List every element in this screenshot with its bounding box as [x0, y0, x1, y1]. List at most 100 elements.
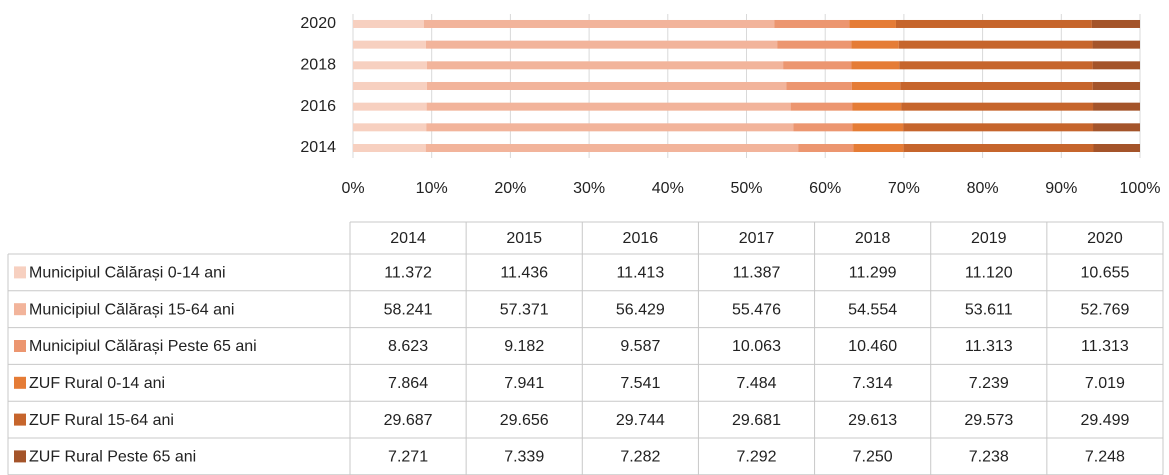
table-cell: 11.413: [616, 265, 664, 282]
legend-swatch: [14, 376, 26, 389]
table-cell: 9.182: [504, 338, 544, 355]
x-tick-label: 10%: [416, 180, 448, 197]
x-tick-label: 30%: [573, 180, 605, 197]
bar-segment: [853, 144, 904, 152]
table-cell: 7.941: [504, 375, 544, 392]
bar-segment: [774, 19, 850, 28]
bar-segment: [353, 144, 426, 152]
y-tick-label: 2018: [300, 57, 336, 74]
table-cell: 7.019: [1085, 375, 1125, 392]
bar-segment: [851, 40, 899, 49]
bar-segment: [1093, 144, 1140, 152]
bar-segment: [423, 19, 775, 28]
table-cell: 11.436: [500, 265, 548, 282]
table-header: 2016: [623, 230, 659, 247]
x-tick-label: 20%: [494, 180, 526, 197]
table-cell: 7.238: [969, 449, 1009, 466]
table-cell: 29.681: [732, 412, 781, 429]
bar-segment: [426, 61, 784, 70]
table-cell: 7.484: [736, 375, 776, 392]
bar-segment: [849, 19, 896, 28]
bar-segment: [895, 19, 1092, 28]
table-cell: 7.314: [853, 375, 893, 392]
table-cell: 7.282: [620, 449, 660, 466]
bar-segment: [786, 81, 852, 90]
bar-segment: [793, 123, 853, 132]
x-tick-label: 90%: [1045, 180, 1077, 197]
bar-segment: [898, 40, 1093, 49]
y-tick-label: 2014: [300, 139, 336, 156]
bar-segment: [1092, 81, 1140, 90]
bar-segment: [353, 40, 426, 49]
table-cell: 57.371: [500, 301, 549, 318]
bar-segment: [903, 144, 1094, 152]
bar-segment: [353, 19, 424, 28]
bar-segment: [353, 123, 427, 132]
table-cell: 10.460: [848, 338, 897, 355]
bar-segment: [899, 61, 1093, 70]
bar-segment: [1092, 40, 1140, 49]
bar-segment: [353, 81, 427, 90]
bar-segment: [353, 102, 427, 111]
table-cell: 29.499: [1080, 412, 1129, 429]
legend-label: ZUF Rural 0-14 ani: [29, 375, 165, 392]
table-cell: 7.541: [620, 375, 660, 392]
legend-swatch: [14, 450, 26, 463]
x-tick-label: 100%: [1120, 180, 1161, 197]
table-cell: 11.372: [384, 265, 432, 282]
bar-segment: [1093, 102, 1140, 111]
bar-segment: [851, 81, 901, 90]
bar-segment: [1092, 61, 1140, 70]
table-cell: 7.864: [388, 375, 428, 392]
legend-label: Municipiul Călărași Peste 65 ani: [29, 338, 257, 355]
table-cell: 52.769: [1080, 301, 1129, 318]
y-tick-label: 2020: [300, 15, 336, 32]
table-header: 2017: [739, 230, 775, 247]
table-cell: 8.623: [388, 338, 428, 355]
table-cell: 56.429: [616, 301, 665, 318]
bar-segment: [353, 61, 427, 70]
table-header: 2015: [506, 230, 542, 247]
table-cell: 11.120: [965, 265, 1013, 282]
table-cell: 10.655: [1080, 265, 1129, 282]
bar-segment: [1091, 19, 1140, 28]
table-cell: 11.313: [1081, 338, 1129, 355]
table-header: 2019: [971, 230, 1007, 247]
bar-segment: [790, 102, 853, 111]
bar-segment: [425, 40, 778, 49]
x-tick-label: 60%: [809, 180, 841, 197]
table-cell: 10.063: [732, 338, 781, 355]
x-tick-label: 70%: [888, 180, 920, 197]
y-tick-label: 2016: [300, 98, 336, 115]
bar-segment: [425, 144, 799, 152]
table-cell: 9.587: [620, 338, 660, 355]
table-cell: 11.313: [965, 338, 1013, 355]
bar-segment: [852, 123, 904, 132]
x-tick-label: 80%: [967, 180, 999, 197]
bar-segment: [777, 40, 852, 49]
legend-label: Municipiul Călărași 0-14 ani: [29, 265, 226, 282]
table-cell: 11.299: [849, 265, 897, 282]
x-tick-label: 40%: [652, 180, 684, 197]
bar-segment: [783, 61, 852, 70]
bar-segment: [903, 123, 1094, 132]
bar-segment: [900, 81, 1093, 90]
table-header: 2014: [390, 230, 426, 247]
legend-label: Municipiul Călărași 15-64 ani: [29, 301, 234, 318]
table-cell: 7.271: [388, 449, 428, 466]
table-cell: 54.554: [848, 301, 897, 318]
table-cell: 29.687: [384, 412, 433, 429]
x-tick-label: 50%: [730, 180, 762, 197]
legend-swatch: [14, 303, 26, 316]
bar-segment: [1093, 123, 1140, 132]
table-cell: 7.248: [1085, 449, 1125, 466]
table-cell: 7.292: [736, 449, 776, 466]
legend-swatch: [14, 413, 26, 426]
table-cell: 7.250: [853, 449, 893, 466]
legend-label: ZUF Rural 15-64 ani: [29, 412, 174, 429]
table-cell: 58.241: [384, 301, 433, 318]
table-header: 2018: [855, 230, 891, 247]
table-cell: 29.656: [500, 412, 549, 429]
table-cell: 29.744: [616, 412, 665, 429]
